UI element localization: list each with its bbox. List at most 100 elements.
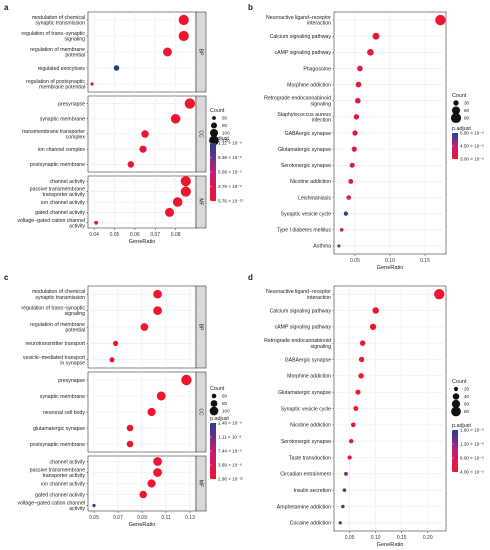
- panel-b-point: [353, 114, 360, 120]
- panel-a-facet-strip: [195, 95, 207, 173]
- panel-b-point: [351, 146, 357, 152]
- panel-a-legend-count-title: Count: [210, 108, 225, 114]
- panel-b-term-label-line: infection: [312, 117, 331, 123]
- panel-c-term-label-line: potential: [65, 328, 85, 334]
- panel-c-term-label: presynapse: [58, 378, 85, 384]
- panel-a-term-label-line: synaptic transmission: [35, 21, 85, 27]
- panel-b-point: [352, 130, 358, 136]
- panel-a-term-label-line: regulation of postsynaptic: [26, 79, 85, 85]
- panel-b-point: [355, 97, 361, 104]
- panel-a-term-label-line: modulation of chemical: [32, 15, 85, 21]
- panel-c-term-label: vesicle−mediated transport in synapse: [23, 355, 86, 367]
- panel-a-legend-count-dot: [209, 135, 219, 146]
- panel-a-legend-count-dot: [212, 116, 216, 120]
- panel-b-point: [337, 244, 341, 248]
- panel-b-term-label: Synaptic vesicle cycle: [281, 211, 332, 217]
- panel-b-term-label-line: Neuroactive ligand−receptor: [266, 15, 331, 21]
- panel-b-term-label: Neuroactive ligand−receptor interaction: [266, 15, 331, 27]
- panel-a-facet-strip: [195, 11, 207, 93]
- panel-a-term-label: ion channel complex: [38, 147, 86, 153]
- panel-d-legend-color-title: p.adjust: [452, 423, 471, 429]
- panel-c-legend-color-label: 3.69 × 10⁻⁹: [218, 463, 242, 468]
- panel-d-term-label-line: interaction: [307, 295, 331, 301]
- panel-b-term-label-line: interaction: [307, 21, 331, 27]
- panel-c-term-label: synaptic membrane: [40, 394, 85, 400]
- panel-a-term-label-line: membrane potential: [39, 85, 85, 91]
- panel-a-term-label: postsynaptic membrane: [30, 162, 85, 168]
- panel-a-facet-label: BP: [197, 49, 203, 56]
- panel-c-point: [147, 479, 156, 488]
- panel-d-legend-color-label: 4.00 × 10⁻⁹: [460, 470, 484, 475]
- panel-c-point: [140, 323, 149, 331]
- panel-d-term-label-line: Amphetamine addiction: [277, 504, 331, 510]
- panel-a-term-label: regulated exocytosis: [38, 66, 86, 72]
- panel-b-legend-count-title: Count: [452, 93, 467, 99]
- panel-b-term-label-line: Leishmaniasis: [298, 195, 331, 201]
- panel-d-legend-count-title: Count: [452, 379, 467, 385]
- panel-b-x-tick-label: 0.10: [385, 258, 395, 264]
- panel-d-term-label-line: cAMP signaling pathway: [275, 325, 332, 331]
- panel-a-term-label: transmembrane transporter complex: [22, 129, 85, 141]
- panel-d-point: [338, 521, 342, 525]
- panel-a-point: [172, 197, 183, 207]
- panel-d-legend-color-label: 1.60 × 10⁻⁸: [460, 428, 484, 433]
- panel-d-term-label: Retrograde endocannabinoid signaling: [264, 338, 331, 350]
- panel-a-x-tick-label: 0.08: [171, 232, 181, 238]
- panel-d-term-label-line: Glutamatergic synapse: [278, 390, 331, 396]
- panel-a-term-label-line: channel activity: [50, 179, 86, 185]
- panel-c-term-label: regulation of membrane potential: [30, 322, 85, 334]
- panel-c-x-axis-title: GeneRatio: [129, 522, 156, 528]
- panel-a-term-label: synaptic membrane: [40, 117, 85, 123]
- panel-b-term-label: GABAergic synapse: [285, 131, 332, 137]
- panel-c-legend-color-label: 1.48 × 10⁻⁸: [218, 421, 242, 426]
- panel-b-term-label: Retrograde endocannabinoid signaling: [264, 96, 331, 108]
- panel-d-term-label-line: Circadian entrainment: [280, 472, 331, 478]
- panel-b-point: [372, 32, 380, 40]
- panel-b-term-label-line: Glutamatergic synapse: [278, 147, 331, 153]
- panel-b-term-label-line: Staphylococcus aureus: [277, 112, 331, 118]
- panel-c-x-tick-label: 0.11: [161, 515, 171, 521]
- panel-b-legend-count-dot: [450, 112, 462, 124]
- panel-c-term-label-line: voltage−gated cation channel: [17, 501, 85, 507]
- panel-a-term-label: presynapse: [58, 101, 85, 107]
- panel-c-facet-strip: [195, 371, 207, 453]
- panel-c-facet-label: CC: [197, 408, 203, 416]
- panel-b-term-label: Serotonergic synapse: [281, 163, 331, 169]
- panel-d-legend-color-label: 1.20 × 10⁻⁸: [460, 442, 484, 447]
- panel-d-point: [348, 438, 354, 444]
- panel-a-term-label-line: regulation of trans−synaptic: [21, 31, 85, 37]
- panel-d-point: [347, 455, 352, 460]
- panel-b-legend-color-label: 4.50 × 10⁻⁹: [460, 144, 484, 149]
- panel-a-term-label-line: complex: [66, 135, 86, 141]
- panel-b-point: [346, 195, 352, 200]
- panel-b-x-axis-title: GeneRatio: [377, 265, 404, 271]
- panel-d-term-label-line: Synaptic vesicle cycle: [281, 406, 332, 412]
- panel-b-point: [349, 162, 355, 168]
- panel-d-point: [355, 389, 361, 395]
- panel-a-legend-count-label: 120: [222, 138, 230, 143]
- panel-c-point: [153, 289, 162, 299]
- panel-a-legend-count-dot: [210, 129, 218, 137]
- panel-c-term-label-line: presynapse: [58, 378, 85, 384]
- panel-b-term-label-line: Synaptic vesicle cycle: [281, 211, 332, 217]
- panel-c-facet-label: MF: [197, 480, 203, 487]
- panel-a-term-label-line: activity: [69, 223, 85, 229]
- panel-a-term-label-line: gated channel activity: [35, 210, 85, 216]
- panel-d-x-tick-label: 0.05: [345, 535, 355, 541]
- panel-d-term-label-line: Taste transduction: [289, 455, 331, 461]
- panel-c-term-label-line: in synapse: [60, 360, 85, 366]
- panel-a-point: [163, 47, 172, 57]
- panel-b-term-label: Calcium signaling pathway: [270, 34, 332, 40]
- panel-d-term-label: Cocaine addiction: [290, 521, 331, 527]
- panel-d-point: [344, 471, 348, 476]
- panel-a-point: [127, 161, 135, 168]
- panel-b-term-label-line: cAMP signaling pathway: [275, 50, 332, 56]
- panel-b-term-label-line: Calcium signaling pathway: [270, 34, 332, 40]
- panel-b-point: [367, 49, 374, 56]
- panel-a-point: [94, 220, 99, 225]
- panel-d-legend-count-label: 20: [464, 387, 470, 392]
- panel-a-x-axis-title: GeneRatio: [129, 239, 156, 245]
- panel-c-term-label-line: neuronal cell body: [43, 410, 86, 416]
